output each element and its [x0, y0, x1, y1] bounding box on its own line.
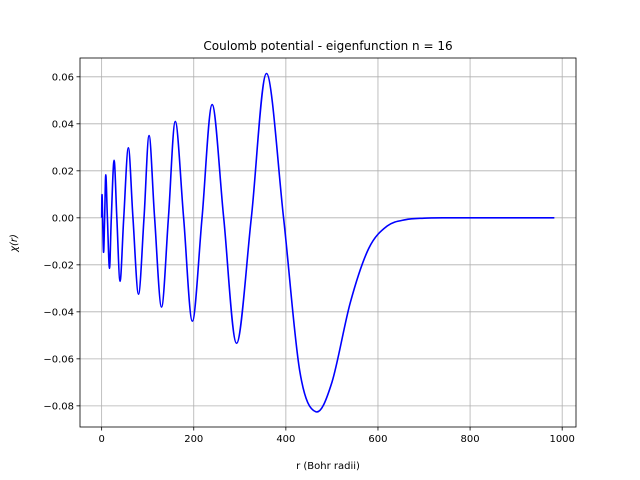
- x-tick-label: 0: [98, 434, 104, 445]
- plot-frame: [79, 57, 577, 428]
- x-tick-label: 1000: [549, 434, 574, 445]
- x-tick-label: 800: [461, 434, 480, 445]
- x-axis-label: r (Bohr radii): [296, 461, 360, 472]
- x-tick-label: 200: [184, 434, 203, 445]
- eigenfunction-line: [100, 72, 555, 413]
- y-tick-label: 0.06: [52, 72, 74, 83]
- y-tick-label: −0.08: [43, 401, 74, 412]
- grid: [80, 58, 576, 427]
- y-axis-label: χ(r): [9, 234, 20, 253]
- y-tick-label: −0.04: [43, 307, 74, 318]
- ticks: 0 200 400 600 800 1000 −0.08 −0.06 −0.04 −0.02 0.0…: [43, 72, 575, 445]
- y-tick-label: 0.04: [52, 119, 74, 130]
- plot-lines: [100, 72, 555, 413]
- x-tick-label: 600: [368, 434, 387, 445]
- y-tick-label: −0.02: [43, 260, 74, 271]
- y-tick-label: −0.06: [43, 354, 74, 365]
- y-tick-label: 0.00: [52, 213, 74, 224]
- y-tick-label: 0.02: [52, 166, 74, 177]
- chart-title: Coulomb potential - eigenfunction n = 16: [203, 39, 452, 53]
- x-tick-label: 400: [276, 434, 295, 445]
